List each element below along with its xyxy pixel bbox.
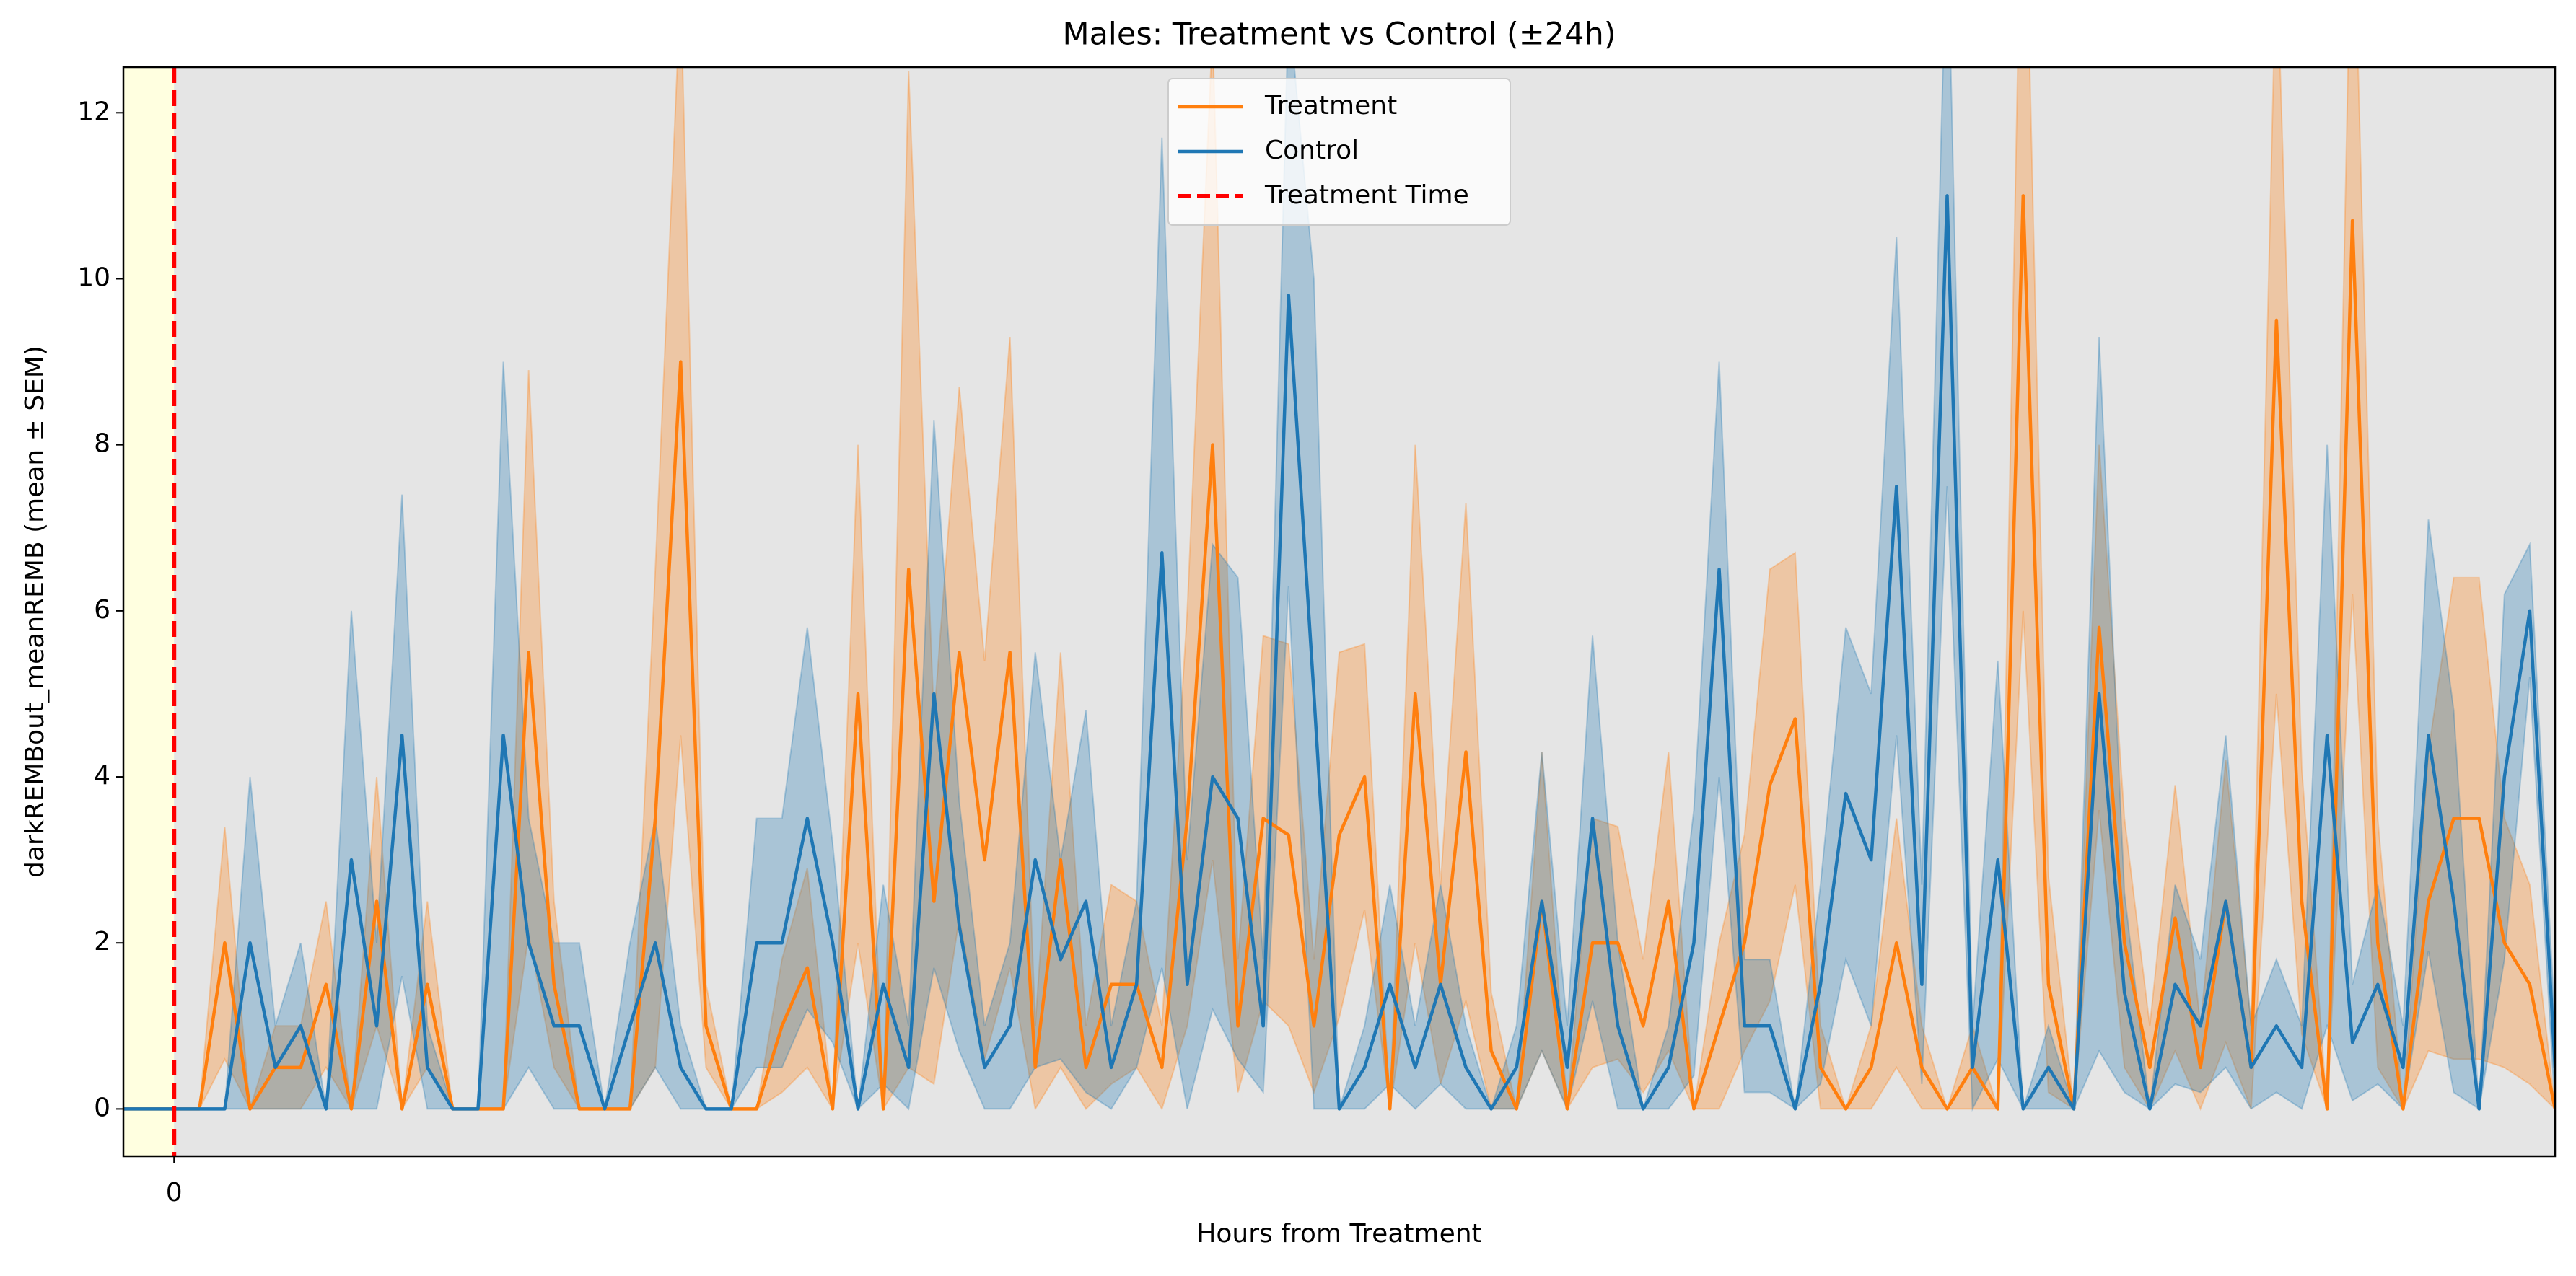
y-tick-label: 10 [77, 263, 110, 292]
legend-label: Treatment [1264, 91, 1397, 120]
y-tick-label: 4 [94, 761, 110, 791]
series-line [123, 194, 2555, 1111]
chart-title: Males: Treatment vs Control (±24h) [1062, 17, 1616, 53]
y-tick-label: 12 [77, 97, 110, 126]
y-tick-label: 0 [94, 1093, 110, 1122]
legend-label: Treatment Time [1264, 180, 1469, 210]
sem-band [123, 67, 2555, 1112]
plot-background [123, 67, 2555, 1156]
x-axis-label: Hours from Treatment [1196, 1219, 1481, 1249]
y-tick-label: 6 [94, 595, 110, 625]
y-tick-label: 8 [94, 429, 110, 459]
legend-box [1167, 78, 1511, 226]
x-tick-label: 0 [166, 1178, 183, 1207]
plot-area [123, 67, 2555, 1112]
y-tick-label: 2 [94, 927, 110, 956]
plot-frame [122, 66, 2557, 1158]
sem-band [123, 67, 2555, 1112]
y-axis-label: darkREMBout_meanREMB (mean ± SEM) [20, 346, 50, 878]
series-line [123, 194, 2555, 1111]
pre-treatment-shade [123, 67, 175, 1156]
legend-label: Control [1265, 136, 1359, 165]
